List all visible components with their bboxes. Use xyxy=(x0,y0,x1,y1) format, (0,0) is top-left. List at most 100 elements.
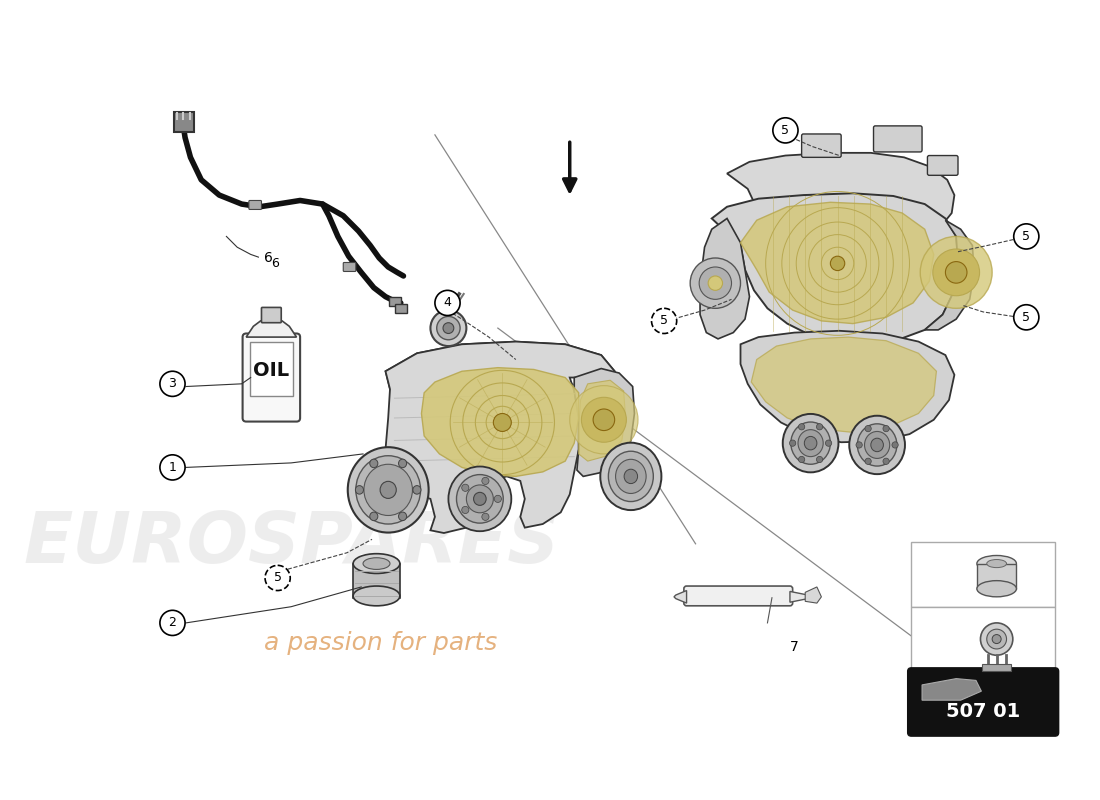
Circle shape xyxy=(892,442,899,448)
Ellipse shape xyxy=(363,558,390,570)
Polygon shape xyxy=(674,590,686,603)
Ellipse shape xyxy=(370,459,378,468)
Ellipse shape xyxy=(783,414,838,472)
Ellipse shape xyxy=(456,474,503,523)
Ellipse shape xyxy=(398,512,407,521)
Circle shape xyxy=(265,566,290,590)
Text: 6: 6 xyxy=(271,257,279,270)
Circle shape xyxy=(160,610,185,635)
Circle shape xyxy=(790,440,795,446)
Polygon shape xyxy=(790,591,811,602)
Circle shape xyxy=(493,414,512,431)
Circle shape xyxy=(160,455,185,480)
Circle shape xyxy=(816,456,823,462)
FancyBboxPatch shape xyxy=(802,134,842,158)
Ellipse shape xyxy=(474,492,486,506)
FancyBboxPatch shape xyxy=(353,563,400,598)
Polygon shape xyxy=(740,202,934,324)
Text: a passion for parts: a passion for parts xyxy=(264,630,497,654)
Circle shape xyxy=(593,409,615,430)
Circle shape xyxy=(816,424,823,430)
Circle shape xyxy=(865,426,871,432)
Circle shape xyxy=(856,442,862,448)
Ellipse shape xyxy=(791,422,830,464)
Polygon shape xyxy=(385,342,615,390)
Ellipse shape xyxy=(804,436,817,450)
Polygon shape xyxy=(727,153,955,246)
FancyBboxPatch shape xyxy=(389,297,400,306)
Polygon shape xyxy=(805,587,822,603)
Circle shape xyxy=(883,426,889,432)
FancyBboxPatch shape xyxy=(343,262,355,271)
Text: 6: 6 xyxy=(264,251,273,265)
Ellipse shape xyxy=(608,451,653,502)
Circle shape xyxy=(582,398,626,442)
Polygon shape xyxy=(421,368,579,476)
Ellipse shape xyxy=(370,512,378,521)
Ellipse shape xyxy=(364,464,412,515)
Circle shape xyxy=(482,478,490,485)
Ellipse shape xyxy=(355,486,363,494)
Ellipse shape xyxy=(977,555,1016,572)
FancyBboxPatch shape xyxy=(250,342,293,395)
FancyBboxPatch shape xyxy=(908,668,1058,736)
Text: 5: 5 xyxy=(274,571,282,585)
Text: 5: 5 xyxy=(660,314,668,327)
Polygon shape xyxy=(574,369,635,476)
Polygon shape xyxy=(922,678,981,700)
Circle shape xyxy=(1014,305,1038,330)
Ellipse shape xyxy=(353,554,400,574)
Circle shape xyxy=(494,495,502,502)
Circle shape xyxy=(700,267,732,299)
Polygon shape xyxy=(751,337,936,432)
Ellipse shape xyxy=(601,442,661,510)
FancyBboxPatch shape xyxy=(243,334,300,422)
Text: 5: 5 xyxy=(781,124,790,137)
Circle shape xyxy=(651,308,676,334)
Ellipse shape xyxy=(857,424,896,466)
Ellipse shape xyxy=(865,431,890,458)
FancyBboxPatch shape xyxy=(873,126,922,152)
Circle shape xyxy=(987,629,1007,649)
Polygon shape xyxy=(740,330,955,442)
Circle shape xyxy=(1014,224,1038,249)
Text: 2: 2 xyxy=(168,616,176,630)
Ellipse shape xyxy=(849,416,905,474)
Circle shape xyxy=(482,514,490,521)
Ellipse shape xyxy=(466,485,493,513)
Circle shape xyxy=(799,424,805,430)
FancyBboxPatch shape xyxy=(982,664,1011,671)
Ellipse shape xyxy=(987,559,1007,568)
Circle shape xyxy=(443,322,454,334)
Polygon shape xyxy=(385,342,615,533)
Circle shape xyxy=(570,386,638,454)
Circle shape xyxy=(690,258,740,308)
Ellipse shape xyxy=(798,430,823,457)
Text: 4: 4 xyxy=(443,297,451,310)
Ellipse shape xyxy=(381,482,396,498)
Circle shape xyxy=(865,458,871,465)
Circle shape xyxy=(980,623,1013,655)
Circle shape xyxy=(830,256,845,270)
FancyBboxPatch shape xyxy=(174,112,194,132)
Circle shape xyxy=(773,118,798,143)
Circle shape xyxy=(799,456,805,462)
Circle shape xyxy=(434,290,460,315)
Ellipse shape xyxy=(616,459,646,494)
Ellipse shape xyxy=(355,456,420,524)
Text: 1: 1 xyxy=(168,461,176,474)
Polygon shape xyxy=(579,380,626,461)
Text: 507 01: 507 01 xyxy=(946,702,1021,722)
FancyBboxPatch shape xyxy=(249,201,262,210)
Ellipse shape xyxy=(348,447,429,533)
Polygon shape xyxy=(712,194,958,342)
Circle shape xyxy=(708,276,723,290)
FancyBboxPatch shape xyxy=(911,606,1055,671)
Circle shape xyxy=(883,458,889,465)
Text: 7: 7 xyxy=(790,640,799,654)
Circle shape xyxy=(160,371,185,397)
Circle shape xyxy=(921,237,992,308)
Circle shape xyxy=(437,317,460,340)
Circle shape xyxy=(945,262,967,283)
FancyBboxPatch shape xyxy=(927,155,958,175)
